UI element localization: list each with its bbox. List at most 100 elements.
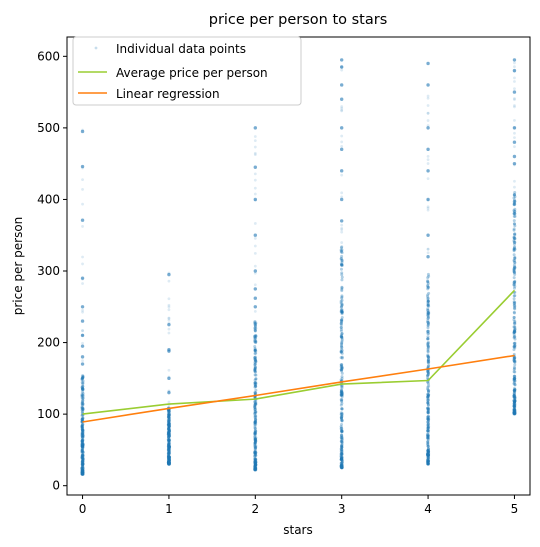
data-point xyxy=(339,97,344,101)
data-point xyxy=(80,425,84,429)
data-point xyxy=(340,336,344,340)
data-point xyxy=(512,58,517,62)
data-point xyxy=(513,87,516,91)
data-point xyxy=(426,453,430,457)
data-point xyxy=(167,455,171,459)
data-point xyxy=(80,471,84,475)
data-point xyxy=(426,344,430,348)
data-point xyxy=(80,467,84,471)
data-point xyxy=(81,470,85,474)
data-point xyxy=(167,422,171,426)
data-point xyxy=(167,410,171,414)
data-point xyxy=(80,461,84,465)
data-point xyxy=(167,458,171,462)
data-point xyxy=(512,283,516,287)
data-point xyxy=(426,394,430,398)
data-point xyxy=(81,470,85,474)
data-point xyxy=(426,426,430,430)
data-point xyxy=(167,419,171,423)
data-point xyxy=(426,447,430,451)
data-point xyxy=(81,375,85,379)
data-point xyxy=(80,428,84,432)
data-point xyxy=(253,460,257,464)
data-point xyxy=(167,461,171,465)
data-point xyxy=(81,462,85,466)
data-point xyxy=(339,326,343,330)
data-point xyxy=(426,462,430,466)
data-point xyxy=(254,436,258,440)
data-point xyxy=(167,447,171,451)
data-point xyxy=(339,455,343,459)
data-point xyxy=(513,302,517,306)
data-point xyxy=(253,222,257,225)
data-point xyxy=(426,440,430,444)
data-point xyxy=(512,399,516,403)
data-point xyxy=(81,388,85,392)
data-point xyxy=(512,329,516,333)
data-point xyxy=(81,469,85,473)
data-point xyxy=(426,453,430,457)
data-point xyxy=(426,424,430,428)
data-point xyxy=(426,401,430,405)
data-point xyxy=(167,456,171,460)
data-point xyxy=(80,417,84,421)
data-point xyxy=(339,350,343,354)
data-point xyxy=(254,468,258,472)
data-point xyxy=(80,436,84,440)
data-point xyxy=(340,241,344,244)
data-point xyxy=(340,366,344,370)
data-point xyxy=(339,301,343,305)
data-point xyxy=(254,359,258,363)
data-point xyxy=(340,389,344,393)
data-point xyxy=(339,453,343,457)
data-point xyxy=(340,452,344,456)
data-point xyxy=(167,451,171,455)
data-point xyxy=(80,468,84,472)
data-point xyxy=(253,463,257,467)
data-point xyxy=(167,429,171,433)
data-point xyxy=(254,466,258,470)
data-point xyxy=(426,459,430,463)
data-point xyxy=(513,202,517,206)
data-point xyxy=(340,369,344,373)
data-point xyxy=(253,404,257,408)
data-point xyxy=(426,449,430,453)
data-point xyxy=(167,316,171,320)
data-point xyxy=(80,472,84,476)
data-point xyxy=(426,342,430,346)
data-point xyxy=(426,104,430,107)
data-point xyxy=(339,465,343,469)
data-point xyxy=(426,444,430,448)
data-point xyxy=(340,465,344,469)
data-point xyxy=(81,442,85,446)
data-point xyxy=(167,454,171,458)
data-point xyxy=(81,384,85,388)
data-point xyxy=(167,434,171,438)
data-point xyxy=(340,191,344,195)
data-point xyxy=(339,439,343,443)
data-point xyxy=(426,361,430,365)
data-point xyxy=(253,447,257,451)
data-point xyxy=(80,427,84,431)
data-point xyxy=(167,462,171,466)
data-point xyxy=(254,438,258,442)
data-point xyxy=(512,248,516,252)
data-point xyxy=(253,431,257,435)
data-point xyxy=(81,387,85,391)
data-point xyxy=(167,449,171,453)
data-point xyxy=(426,407,430,411)
data-point xyxy=(253,460,257,464)
data-point xyxy=(253,461,257,465)
data-point xyxy=(167,417,171,421)
data-point xyxy=(81,472,85,476)
data-point xyxy=(167,458,171,462)
data-point xyxy=(81,452,85,456)
data-point xyxy=(81,374,85,378)
data-point xyxy=(167,412,171,416)
data-point xyxy=(81,428,85,432)
data-point xyxy=(81,439,85,443)
data-point xyxy=(513,191,517,195)
legend: Individual data points Average price per… xyxy=(72,36,302,106)
data-point xyxy=(167,421,171,425)
data-point xyxy=(512,240,516,244)
